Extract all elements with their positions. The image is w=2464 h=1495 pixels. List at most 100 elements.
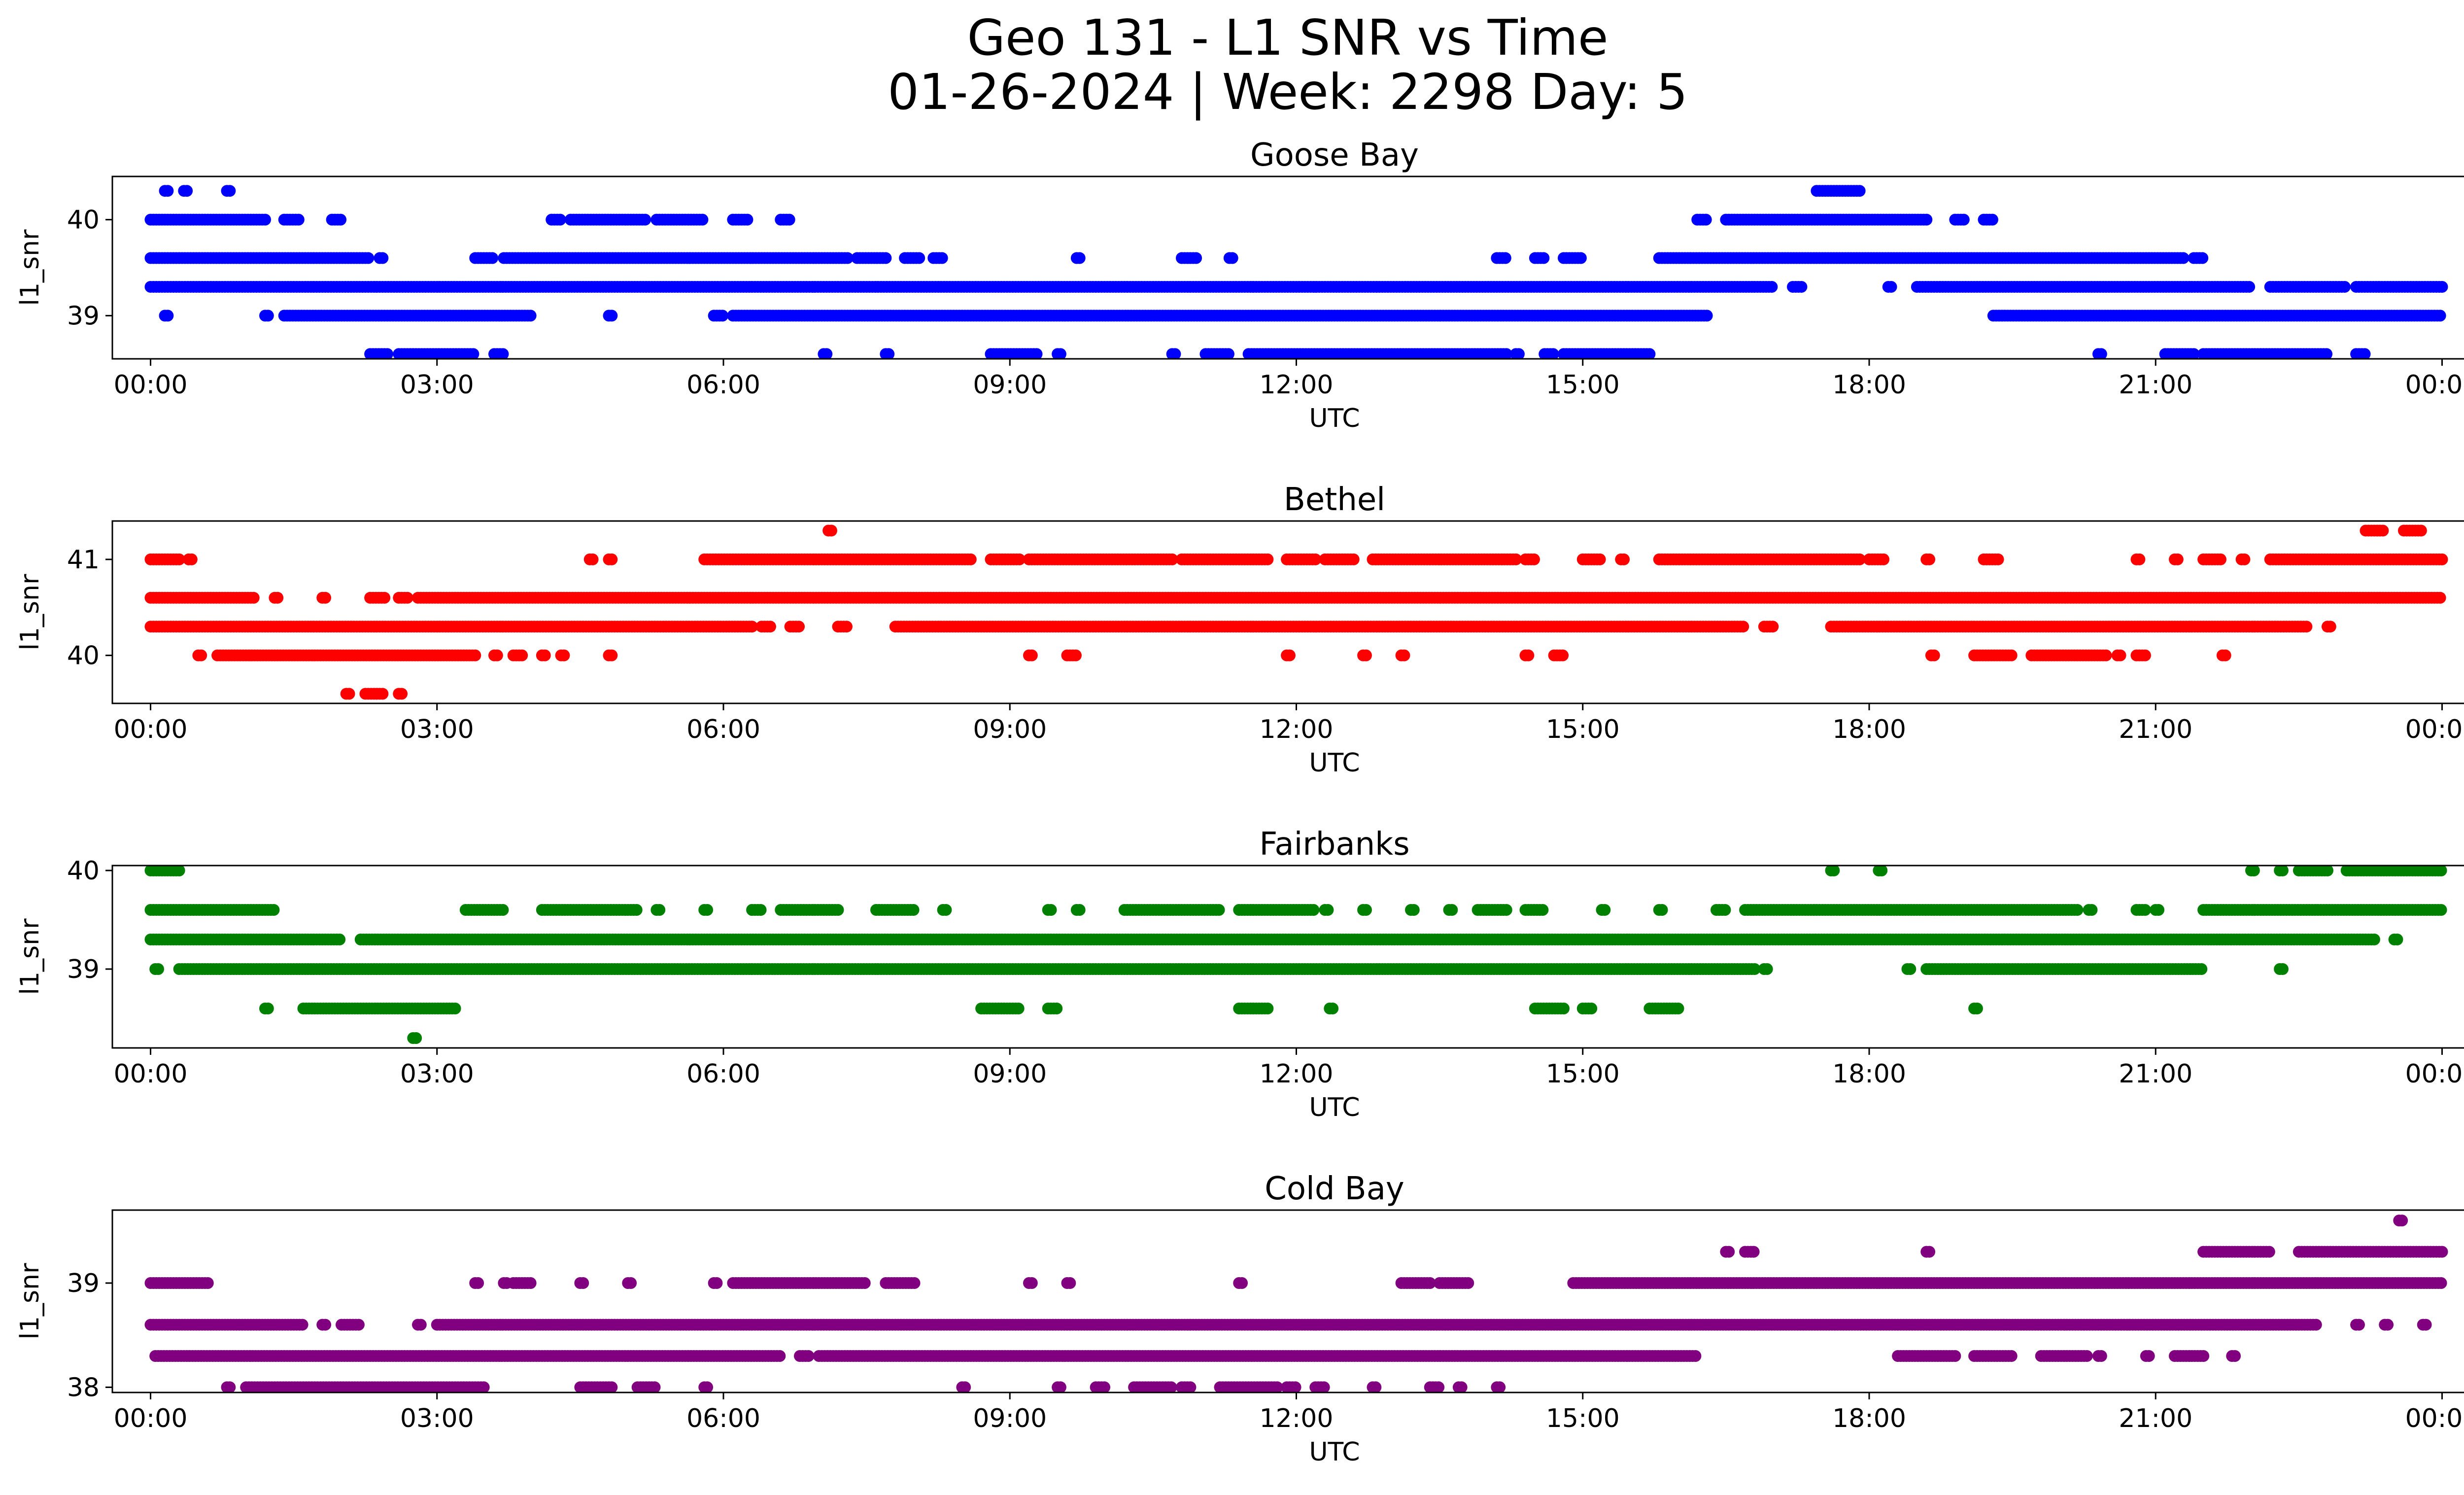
data-point: [558, 649, 570, 661]
x-tick-label: 09:00: [973, 370, 1047, 400]
data-point: [469, 649, 481, 661]
data-point: [343, 688, 355, 700]
data-point: [1045, 904, 1057, 916]
data-point: [2248, 866, 2260, 876]
x-tick-label: 00:00: [2405, 370, 2464, 400]
data-point: [1986, 213, 1998, 226]
data-point: [1923, 553, 1936, 565]
data-point: [2324, 621, 2336, 633]
data-point: [2321, 348, 2333, 359]
data-point: [268, 904, 280, 916]
data-point: [486, 252, 499, 264]
data-point: [1719, 904, 1731, 916]
data-point: [2196, 252, 2209, 264]
x-tick-label: 03:00: [400, 370, 474, 400]
data-point: [2436, 280, 2448, 293]
data-point: [319, 591, 332, 604]
data-point: [630, 904, 643, 916]
data-point: [1920, 213, 1933, 226]
data-point: [1701, 310, 1713, 322]
data-point: [2219, 649, 2231, 661]
y-tick-label: 41: [67, 545, 100, 575]
data-point: [272, 591, 284, 604]
data-point: [2139, 649, 2151, 661]
data-point: [1347, 553, 1360, 565]
data-point: [2243, 280, 2256, 293]
data-point: [1767, 621, 1779, 633]
data-point: [2139, 904, 2151, 916]
data-point: [913, 252, 925, 264]
data-point: [1499, 252, 1511, 264]
data-point: [1360, 904, 1372, 916]
data-point: [880, 252, 892, 264]
data-point: [717, 310, 729, 322]
axes-frame: [111, 175, 2464, 360]
series: [144, 185, 2448, 359]
data-point: [491, 649, 503, 661]
data-point: [185, 553, 198, 565]
data-point: [162, 310, 174, 322]
data-point: [2377, 524, 2389, 537]
y-axis-label: l1_snr: [15, 229, 45, 306]
data-point: [162, 185, 174, 197]
data-point: [1283, 649, 1296, 661]
data-point: [1030, 348, 1043, 359]
data-point: [2322, 866, 2333, 876]
data-point: [1322, 904, 1334, 916]
data-point: [606, 649, 618, 661]
x-tick-label: 00:00: [114, 370, 188, 400]
data-point: [376, 252, 389, 264]
data-point: [821, 348, 833, 359]
x-tick-label: 12:00: [1260, 715, 1334, 744]
data-point: [262, 310, 274, 322]
x-tick-label: 21:00: [2119, 715, 2192, 744]
x-tick-label: 06:00: [686, 370, 760, 400]
data-point: [497, 904, 509, 916]
data-point: [1547, 348, 1559, 359]
data-point: [1656, 904, 1668, 916]
data-point: [335, 213, 347, 226]
data-point: [2071, 904, 2084, 916]
data-point: [539, 649, 551, 661]
data-point: [1795, 280, 1808, 293]
data-point: [1928, 649, 1940, 661]
data-point: [1446, 904, 1458, 916]
data-point: [606, 310, 618, 322]
data-point: [964, 553, 977, 565]
data-point: [1876, 866, 1888, 876]
data-point: [467, 348, 479, 359]
data-point: [1054, 348, 1066, 359]
data-point: [2133, 553, 2146, 565]
data-point: [1828, 866, 1840, 876]
data-point: [2435, 904, 2447, 916]
data-point: [1557, 649, 1569, 661]
data-point: [2177, 252, 2190, 264]
x-tick-label: 06:00: [686, 715, 760, 744]
data-point: [701, 904, 714, 916]
y-tick-label: 40: [67, 206, 100, 235]
panel-title: Goose Bay: [1250, 137, 1419, 174]
data-point: [1878, 553, 1890, 565]
x-tick-label: 12:00: [1260, 370, 1334, 400]
data-point: [381, 348, 393, 359]
x-tick-label: 03:00: [400, 715, 474, 744]
data-point: [793, 621, 805, 633]
data-point: [2338, 280, 2351, 293]
data-point: [1537, 904, 1549, 916]
data-point: [1166, 553, 1178, 565]
data-point: [1957, 213, 1970, 226]
data-point: [1992, 553, 2004, 565]
x-tick-label: 00:00: [114, 715, 188, 744]
data-point: [2005, 649, 2018, 661]
x-tick-label: 21:00: [2119, 370, 2192, 400]
data-point: [2215, 553, 2226, 565]
data-point: [1073, 904, 1086, 916]
data-point: [696, 213, 709, 226]
data-point: [936, 252, 948, 264]
data-point: [1700, 213, 1712, 226]
data-point: [516, 649, 528, 661]
series: [144, 866, 2447, 1044]
